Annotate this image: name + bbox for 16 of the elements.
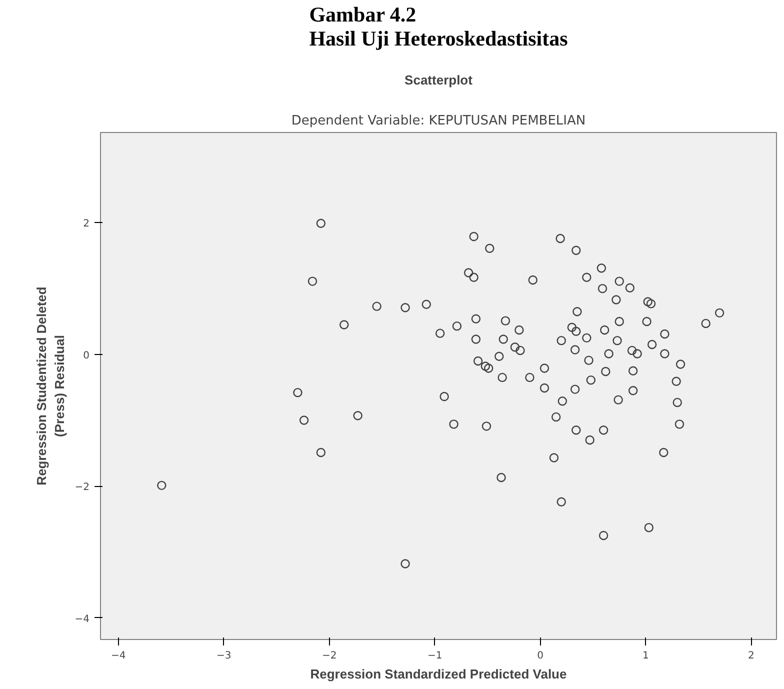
x-tick-label: 1 [642, 650, 649, 662]
x-tick-label: −1 [427, 650, 442, 662]
y-tick-label: −2 [74, 482, 90, 494]
y-axis-title: Regression Studentized Deleted (Press) Residual [34, 286, 67, 486]
chart-subtitle: Scatterplot [404, 72, 474, 88]
y-tick-label: −4 [74, 614, 90, 625]
x-tick-label: 0 [537, 650, 544, 662]
x-tick-label: −3 [216, 650, 232, 662]
y-tick-label: 0 [83, 350, 90, 362]
chart-title: Gambar 4.2 Hasil Uji Heteroskedastisitas [309, 2, 568, 50]
text: Dependent Variable: KEPUTUSAN PEMBELIAN [291, 114, 586, 128]
x-tick-label: −4 [111, 650, 126, 662]
x-tick-label: −2 [322, 650, 337, 662]
x-axis-title: Regression Standardized Predicted Value [310, 666, 567, 682]
x-tick-label: 2 [748, 650, 754, 662]
y-tick-label: 2 [83, 218, 90, 230]
